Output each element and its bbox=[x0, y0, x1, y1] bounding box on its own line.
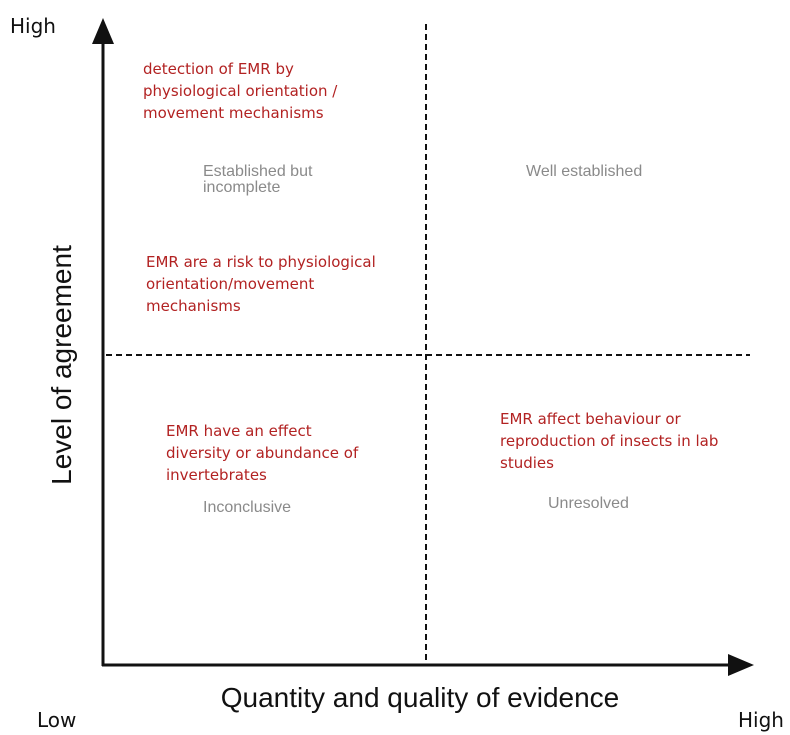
statement-line: EMR affect behaviour or bbox=[500, 410, 681, 428]
statement-line: invertebrates bbox=[166, 466, 267, 484]
statement-line: diversity or abundance of bbox=[166, 444, 359, 462]
x-axis-arrowhead bbox=[728, 654, 754, 676]
x-axis-title: Quantity and quality of evidence bbox=[220, 682, 620, 713]
x-axis-high-label: High bbox=[738, 708, 784, 732]
quadrant-label-top-left: Established but incomplete bbox=[203, 163, 313, 196]
statement-line: movement mechanisms bbox=[143, 104, 324, 122]
statement-line: physiological orientation / bbox=[143, 82, 338, 100]
quadrant-label-top-right: Well established bbox=[526, 163, 643, 180]
origin-low-label: Low bbox=[37, 708, 77, 732]
statement-line: EMR have an effect bbox=[166, 422, 312, 440]
statement-emr-effect-diversity: EMR have an effect diversity or abundanc… bbox=[166, 420, 358, 486]
statement-line: studies bbox=[500, 454, 554, 472]
statement-line: EMR are a risk to physiological bbox=[146, 253, 376, 271]
statement-emr-affect-behaviour: EMR affect behaviour or reproduction of … bbox=[500, 408, 718, 474]
quadrant-label-bottom-left: Inconclusive bbox=[203, 499, 292, 516]
y-axis-title: Level of agreement bbox=[46, 245, 77, 485]
statement-line: detection of EMR by bbox=[143, 60, 294, 78]
statement-emr-risk: EMR are a risk to physiological orientat… bbox=[146, 251, 376, 317]
y-axis-arrowhead bbox=[92, 18, 114, 44]
statement-detection-of-emr: detection of EMR by physiological orient… bbox=[143, 58, 337, 124]
statement-line: orientation/movement bbox=[146, 275, 315, 293]
statement-line: reproduction of insects in lab bbox=[500, 432, 719, 450]
statement-line: mechanisms bbox=[146, 297, 241, 315]
y-axis-high-label: High bbox=[10, 14, 56, 38]
quadrant-label-bottom-right: Unresolved bbox=[548, 495, 629, 512]
